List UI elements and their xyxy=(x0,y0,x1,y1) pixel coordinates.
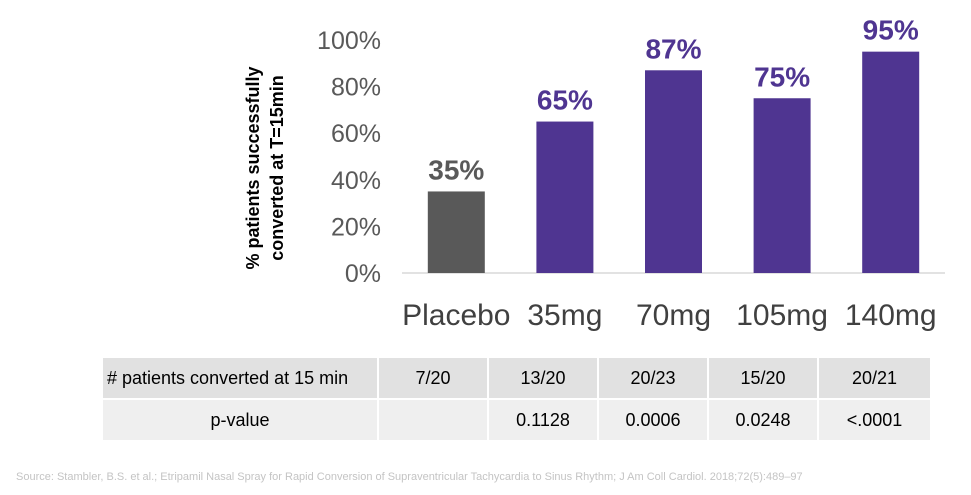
y-tick-label: 40% xyxy=(331,167,381,195)
table-cell: 20/21 xyxy=(819,358,930,400)
table-cell: 0.0006 xyxy=(599,400,709,440)
y-axis-label-line-2: converted at T=15min xyxy=(267,75,287,261)
data-label-70mg: 87% xyxy=(645,33,701,64)
row-label-p-value: p-value xyxy=(103,400,379,440)
bar-105mg xyxy=(753,98,811,273)
bars xyxy=(427,51,920,274)
table-cell: <.0001 xyxy=(819,400,930,440)
table-cell: 0.0248 xyxy=(709,400,819,440)
x-tick-label-placebo: Placebo xyxy=(402,299,510,332)
y-tick-label: 20% xyxy=(331,213,381,241)
data-label-140mg: 95% xyxy=(863,15,919,46)
x-tick-label-35mg: 35mg xyxy=(527,299,602,332)
x-tick-label-70mg: 70mg xyxy=(636,299,711,332)
y-axis-label-line-1: % patients successfully xyxy=(243,66,263,269)
y-tick-label: 80% xyxy=(331,74,381,102)
data-label-35mg: 65% xyxy=(537,85,593,116)
bar-35mg xyxy=(536,121,594,273)
y-tick-label: 60% xyxy=(331,120,381,148)
table-cell: 20/23 xyxy=(599,358,709,400)
data-label-105mg: 75% xyxy=(754,61,810,92)
data-labels: 35% 65% 87% 75% 95% xyxy=(428,15,919,186)
y-tick-label: 0% xyxy=(345,260,381,288)
bar-placebo xyxy=(427,191,485,273)
table-cell xyxy=(379,400,489,440)
table-cell: 7/20 xyxy=(379,358,489,400)
bar-chart: % patients successfully converted at T=1… xyxy=(243,15,945,332)
x-tick-label-140mg: 140mg xyxy=(845,299,937,332)
source-citation: Source: Stambler, B.S. et al.; Etripamil… xyxy=(16,471,803,483)
x-tick-label-105mg: 105mg xyxy=(736,299,828,332)
table-row-converted: # patients converted at 15 min 7/20 13/2… xyxy=(103,358,930,400)
bar-140mg xyxy=(862,51,920,274)
y-axis-label: % patients successfully converted at T=1… xyxy=(243,66,287,269)
y-tick-label: 100% xyxy=(317,27,381,55)
bar-70mg xyxy=(645,70,702,273)
table-cell: 0.1128 xyxy=(489,400,599,440)
x-axis-ticks: Placebo 35mg 70mg 105mg 140mg xyxy=(402,299,936,332)
table-cell: 13/20 xyxy=(489,358,599,400)
table-row-p-value: p-value 0.1128 0.0006 0.0248 <.0001 xyxy=(103,400,930,440)
y-axis-ticks: 0% 20% 40% 60% 80% 100% xyxy=(317,27,381,288)
data-table: # patients converted at 15 min 7/20 13/2… xyxy=(103,358,930,440)
table-cell: 15/20 xyxy=(709,358,819,400)
data-label-placebo: 35% xyxy=(428,154,484,185)
row-label-converted: # patients converted at 15 min xyxy=(103,358,379,400)
